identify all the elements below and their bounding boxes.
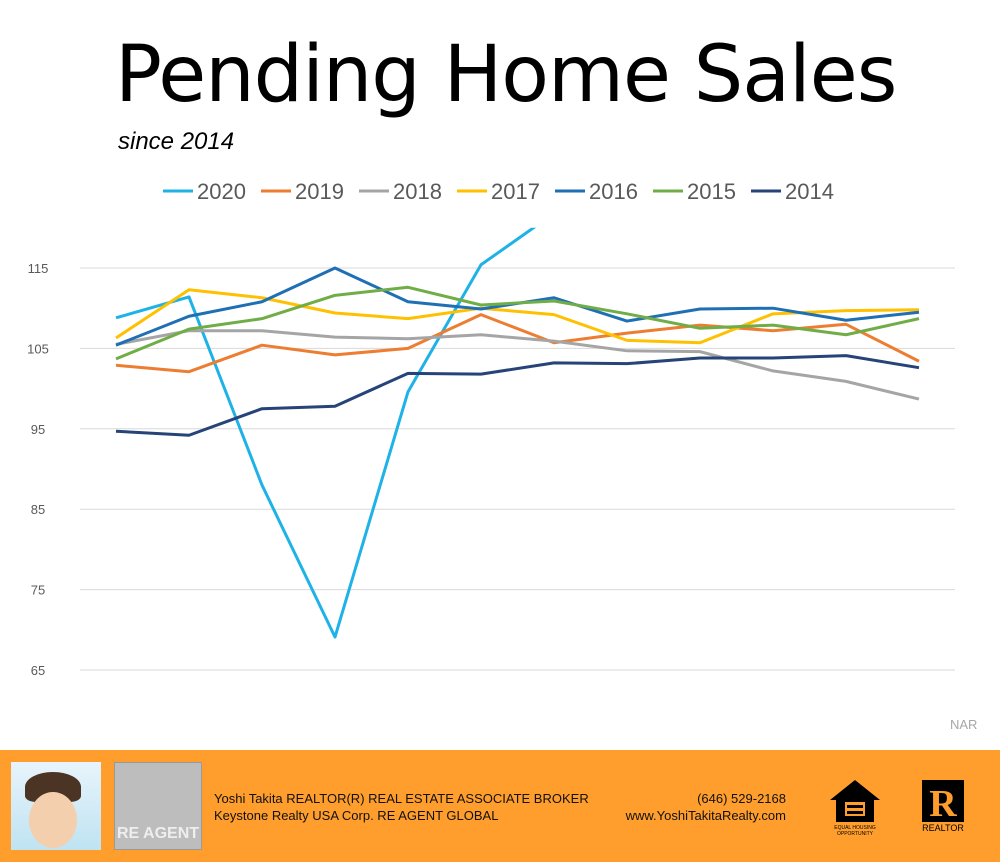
legend-label-2017: 2017	[491, 179, 540, 204]
agent-info: Yoshi Takita REALTOR(R) REAL ESTATE ASSO…	[214, 790, 589, 824]
source-label: NAR	[950, 717, 978, 732]
legend-label-2020: 2020	[197, 179, 246, 204]
re-agent-logo-text: RE AGENT	[116, 825, 200, 842]
website-link[interactable]: www.YoshiTakitaRealty.com	[625, 808, 786, 823]
legend-label-2018: 2018	[393, 179, 442, 204]
legend-label-2016: 2016	[589, 179, 638, 204]
page-title: Pending Home Sales	[115, 30, 897, 120]
agent-title: Yoshi Takita REALTOR(R) REAL ESTATE ASSO…	[214, 791, 589, 806]
contact-info: (646) 529-2168 www.YoshiTakitaRealty.com	[600, 790, 786, 824]
realtor-icon: R REALTOR	[922, 780, 964, 832]
legend-label-2014: 2014	[785, 179, 834, 204]
series-line-2015	[115, 285, 920, 361]
line-chart: 65 75 85 95 105 115 2020 2019 2018 2017 2016 2015 20…	[27, 179, 955, 678]
y-tick-label: 85	[31, 502, 45, 517]
series-line-2018	[115, 329, 920, 401]
y-tick-label: 75	[31, 583, 45, 598]
svg-text:EQUAL HOUSING: EQUAL HOUSING	[834, 825, 876, 831]
svg-text:OPPORTUNITY: OPPORTUNITY	[837, 831, 874, 836]
legend-label-2019: 2019	[295, 179, 344, 204]
y-tick-label: 95	[31, 422, 45, 437]
phone-number: (646) 529-2168	[697, 791, 786, 806]
page-subtitle: since 2014	[118, 128, 235, 155]
svg-text:R: R	[929, 783, 957, 825]
svg-text:REALTOR: REALTOR	[922, 823, 964, 832]
re-agent-logo: RE AGENT	[114, 762, 202, 850]
y-tick-label: 65	[31, 663, 45, 678]
series-line-2020	[115, 227, 537, 639]
y-tick-label: 115	[28, 261, 49, 276]
series-line-2017	[115, 288, 920, 345]
footer-banner: RE AGENT Yoshi Takita REALTOR(R) REAL ES…	[0, 750, 1000, 862]
legend-label-2015: 2015	[687, 179, 736, 204]
agent-caricature	[11, 762, 101, 850]
y-tick-label: 105	[27, 341, 49, 356]
series-line-2019	[115, 313, 920, 374]
agent-company: Keystone Realty USA Corp. RE AGENT GLOBA…	[214, 808, 499, 823]
series-line-2016	[115, 266, 920, 347]
series-line-2014	[115, 354, 920, 437]
equal-housing-icon: EQUAL HOUSING OPPORTUNITY	[830, 780, 880, 836]
